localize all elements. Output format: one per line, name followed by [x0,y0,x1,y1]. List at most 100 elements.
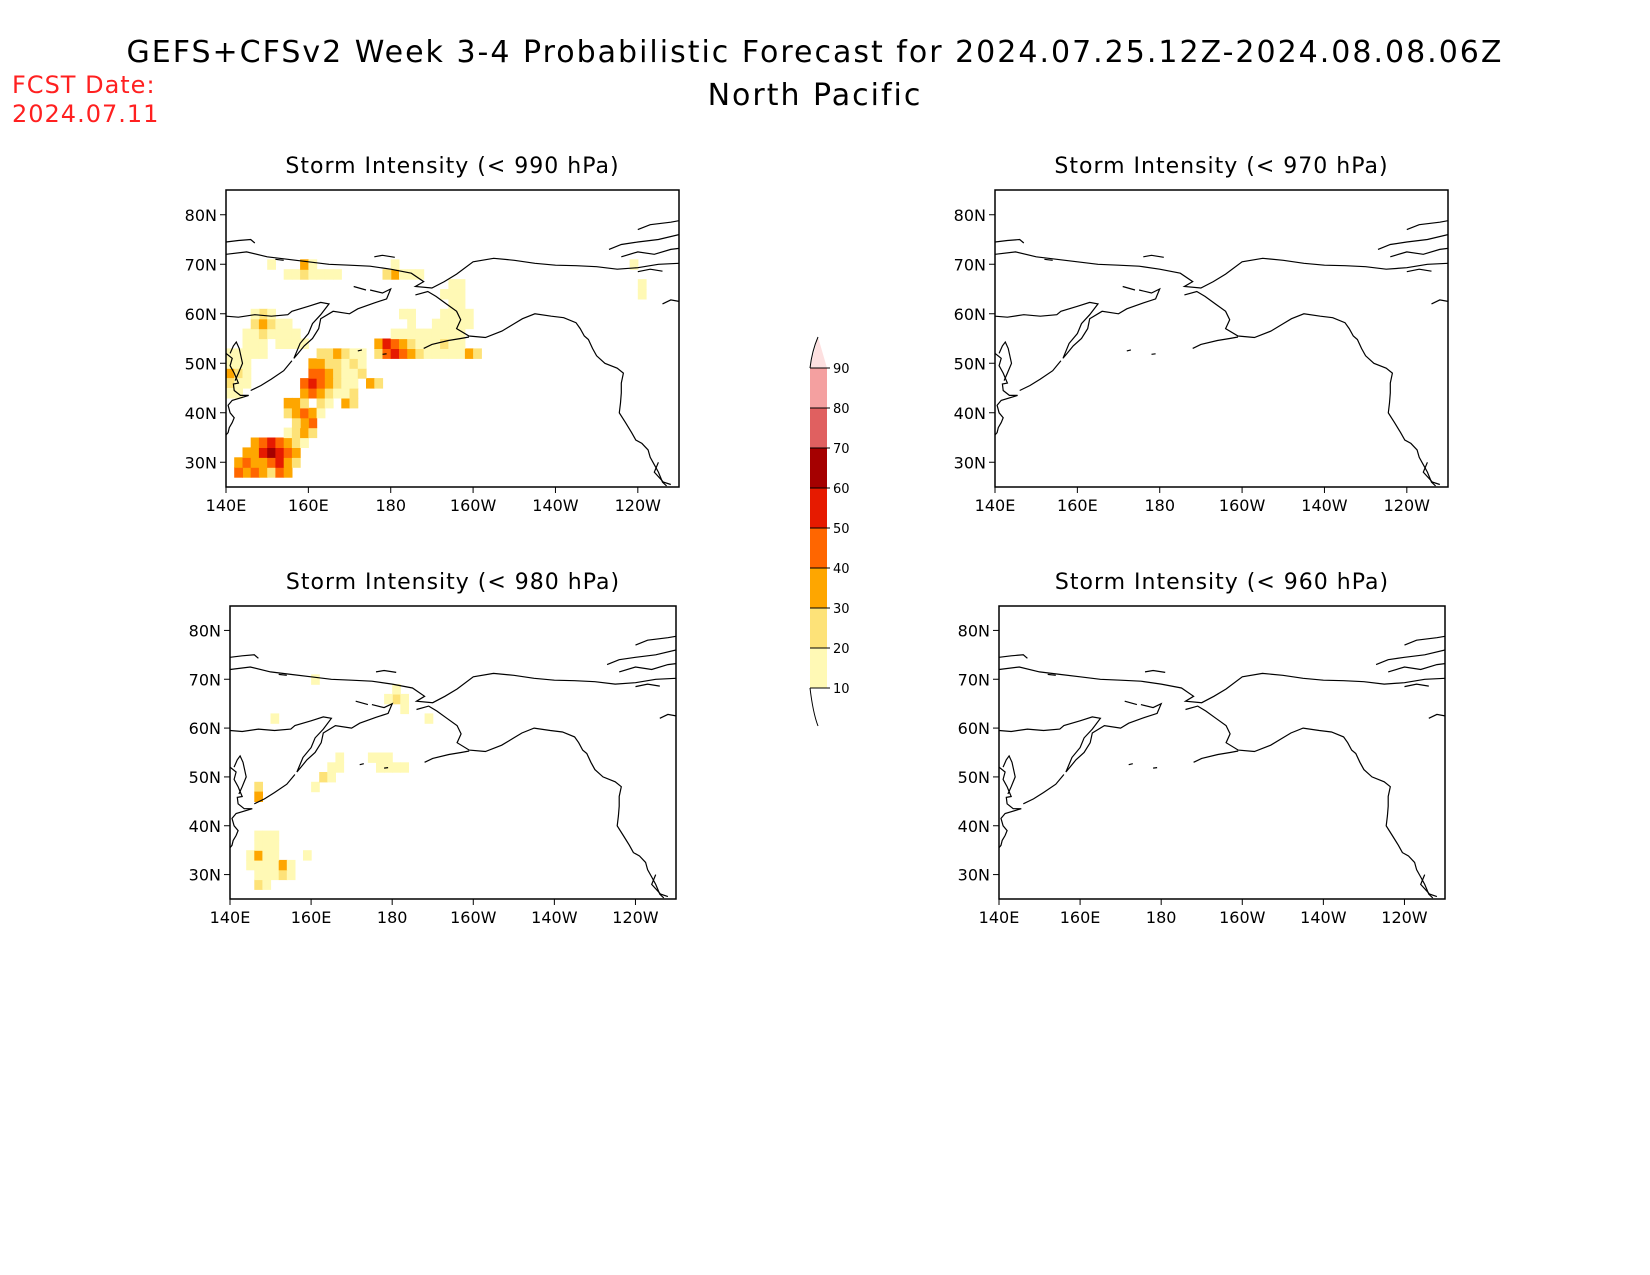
probability-cell [384,693,393,705]
coastline [1388,663,1445,673]
probability-cell [270,830,280,841]
probability-cell [448,348,458,359]
probability-cell [440,289,449,300]
probability-cell [357,348,367,359]
lat-tick-label: 60N [185,305,217,324]
probability-cell [278,869,288,881]
probability-cell [456,298,466,310]
probability-cell [254,781,263,793]
probability-cell [250,308,260,320]
probability-cell [254,850,263,861]
coastline [1404,635,1445,646]
probability-cell [267,467,276,478]
coastline [1002,754,1016,795]
coastline [424,750,470,763]
map-panel-p960: Storm Intensity (< 960 hPa) 140E 160E 180 16… [958,570,1446,927]
lat-tick-label: 50N [954,354,986,373]
lon-tick-label: 160W [450,908,497,927]
colorbar-segment [810,528,827,568]
probability-cell [226,348,235,359]
lon-tick-label: 120W [1384,496,1431,515]
probability-cell [258,467,268,478]
coastline [995,287,1161,359]
probability-cell [637,279,647,290]
probability-cell [300,407,309,419]
probability-cell [324,269,334,280]
coastline [619,663,676,673]
probability-cell [234,348,243,359]
coastline [1151,353,1156,355]
coastline [226,238,256,244]
probability-cell [384,752,393,763]
lat-tick-label: 80N [958,621,990,640]
probability-cell [275,338,285,349]
colorbar-label: 50 [833,522,850,537]
probability-cell [423,338,433,349]
probability-cell [341,358,351,369]
probability-cell [300,259,309,270]
probability-cell [407,328,416,340]
lat-tick-label: 40N [185,404,217,423]
coastline [230,654,259,659]
probability-cell [300,417,309,429]
coastline [1420,874,1438,898]
coastline [662,299,679,305]
probability-cell [316,348,326,359]
probability-cell [357,368,367,379]
probability-cell [242,358,252,369]
map-panel-p970: Storm Intensity (< 970 hPa) 140E 160E 180 16… [954,154,1449,515]
probability-cell [258,447,268,458]
probability-cell [300,338,309,349]
probability-cell [242,338,252,349]
coastline [1019,360,1062,392]
coastline [1143,254,1164,258]
probability-cell [291,269,301,280]
probability-colorbar: 10 20 30 40 50 60 70 80 90 [809,336,850,727]
lat-tick-label: 50N [185,354,217,373]
probability-cell [275,457,285,468]
colorbar-segment [810,448,827,488]
probability-cell [267,308,276,320]
probability-cell [327,772,336,783]
probability-cell [392,693,401,705]
probability-cell [286,859,296,871]
probability-cell [415,328,425,340]
coastline [359,763,364,766]
coastline [637,268,663,273]
probability-cell [399,348,408,359]
probability-cell [242,368,252,379]
probability-cell [316,269,326,280]
probability-cell [308,407,318,419]
probability-cell [267,447,276,458]
colorbar-label: 60 [833,482,850,497]
probability-cell [254,869,263,881]
coastline [254,774,296,805]
lon-tick-label: 180 [1146,908,1177,927]
probability-cell [341,348,351,359]
lat-tick-label: 80N [189,621,221,640]
probability-cell [262,869,272,881]
lat-tick-label: 30N [954,453,986,472]
lon-tick-label: 120W [1381,908,1428,927]
probability-cell [392,762,401,773]
probability-cell [275,467,285,478]
map-area [999,635,1445,899]
probability-cell [316,368,326,379]
map-panels: Storm Intensity (< 990 hPa) 140E 160E 180 16… [185,154,1449,927]
coastline [1144,669,1166,673]
probability-cell [283,457,293,468]
lon-tick-label: 120W [612,908,659,927]
probability-cell [335,752,345,763]
probability-cell [390,328,400,340]
probability-cell [374,348,384,359]
colorbar-segment [810,608,827,648]
map-frame [998,605,1446,900]
probability-cell [316,358,326,369]
lat-tick-label: 70N [958,670,990,689]
lon-tick-label: 160E [1057,496,1098,515]
coastline [229,340,244,381]
coastline [635,683,660,688]
probability-cell [341,397,351,409]
lon-tick-label: 140E [979,908,1020,927]
